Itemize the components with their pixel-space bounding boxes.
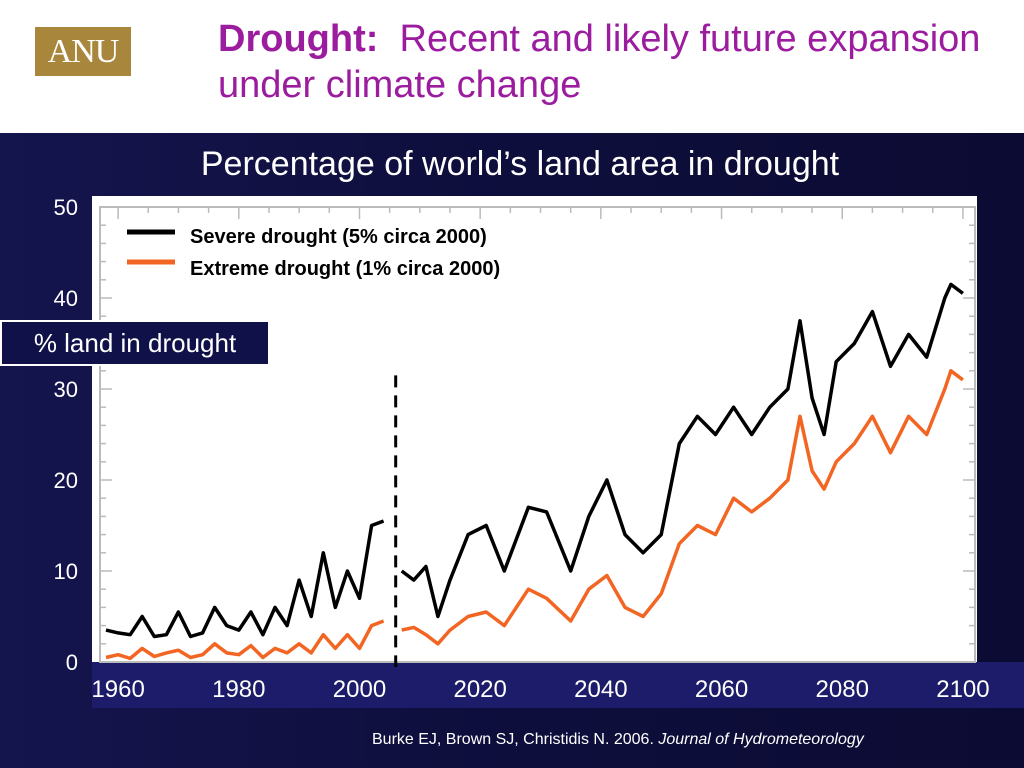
plot-frame xyxy=(99,206,976,663)
slide-header: ANU Drought: Recent and likely future ex… xyxy=(0,0,1024,133)
x-tick-label: 2060 xyxy=(695,676,748,703)
series-line-0 xyxy=(105,519,385,639)
legend-label-severe: Severe drought (5% circa 2000) xyxy=(190,226,487,248)
x-tick-label: 2020 xyxy=(453,676,506,703)
y-tick-label: 30 xyxy=(54,377,78,402)
slide-title-rest: Recent and likely future expansion under… xyxy=(218,18,981,106)
x-tick-label: 2000 xyxy=(333,676,386,703)
x-tick-label: 1980 xyxy=(212,676,265,703)
citation: Burke EJ, Brown SJ, Christidis N. 2006. … xyxy=(372,731,864,749)
y-tick-label: 40 xyxy=(54,286,78,311)
x-tick-label: 1960 xyxy=(91,676,144,703)
series-line-3 xyxy=(401,369,964,646)
y-axis-label: % land in drought xyxy=(0,320,270,366)
chart-title: Percentage of world’s land area in droug… xyxy=(200,145,840,183)
slide-title: Drought: Recent and likely future expans… xyxy=(218,16,1008,108)
y-tick-label: 20 xyxy=(54,468,78,493)
y-tick-label: 10 xyxy=(54,559,78,584)
citation-authors: Burke EJ, Brown SJ, Christidis N. 2006. xyxy=(372,731,654,748)
series-line-1 xyxy=(400,282,964,619)
x-tick-label: 2100 xyxy=(936,676,989,703)
y-tick-label: 50 xyxy=(54,195,78,220)
x-axis-band xyxy=(92,662,1024,708)
series-line-2 xyxy=(105,619,385,661)
slide-title-bold: Drought: xyxy=(218,18,379,60)
citation-journal: Journal of Hydrometeorology xyxy=(658,731,864,748)
anu-logo: ANU xyxy=(35,27,131,76)
legend-label-extreme: Extreme drought (1% circa 2000) xyxy=(190,258,501,280)
y-tick-label: 0 xyxy=(66,650,78,675)
plot-area xyxy=(92,196,977,662)
x-tick-label: 2040 xyxy=(574,676,627,703)
x-tick-label: 2080 xyxy=(816,676,869,703)
